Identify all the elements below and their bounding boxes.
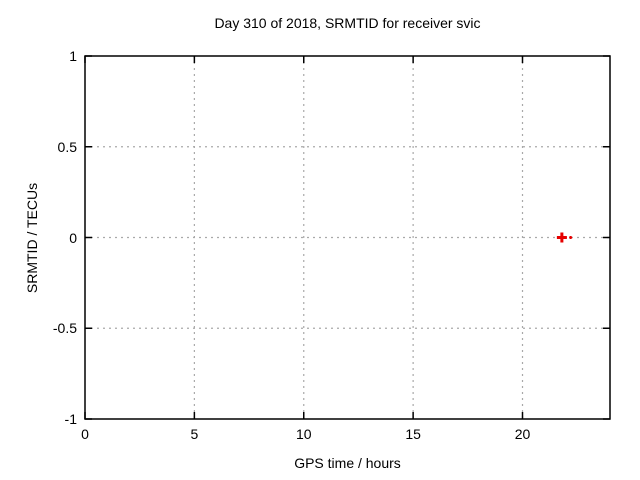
y-tick-label: -1 — [64, 411, 77, 427]
chart-title: Day 310 of 2018, SRMTID for receiver svi… — [214, 15, 481, 31]
x-axis-label: GPS time / hours — [294, 455, 401, 471]
y-axis-label: SRMTID / TECUs — [24, 182, 40, 294]
x-tick-label: 20 — [514, 426, 531, 442]
x-tick-label: 5 — [190, 426, 199, 442]
y-tick-label: 0 — [69, 229, 77, 246]
x-tick-label: 10 — [295, 426, 312, 442]
x-tick-label: 0 — [81, 426, 89, 442]
y-tick-label: -0.5 — [52, 320, 77, 337]
y-tick-label: 0.5 — [57, 138, 77, 155]
x-tick-label: 15 — [405, 426, 421, 442]
plot-border — [84, 55, 611, 420]
y-tick-label: 1 — [69, 48, 77, 64]
